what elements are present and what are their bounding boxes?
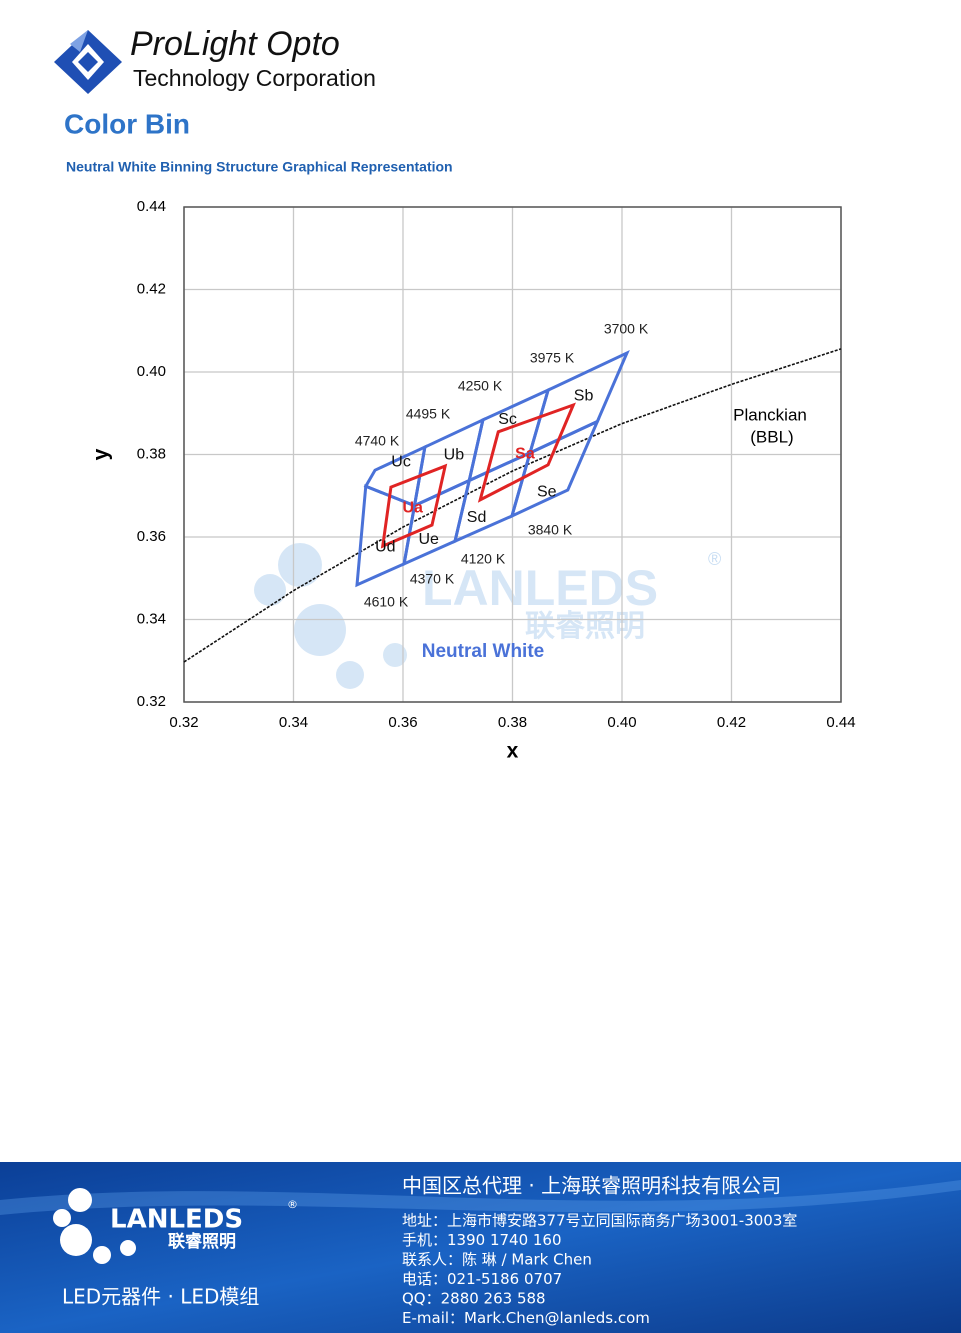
bin-label: Ub — [444, 446, 465, 463]
y-tick-label: 0.44 — [137, 198, 166, 215]
x-tick-label: 0.42 — [717, 714, 746, 731]
company: Technology Corporation — [133, 65, 376, 91]
y-axis-label: y — [90, 448, 113, 460]
watermark-chinese: 联睿照明 — [525, 610, 645, 643]
footer-tagline: LED元器件 · LED模组 — [62, 1285, 259, 1309]
cct-label: 3700 K — [604, 321, 649, 337]
cct-label: 3975 K — [530, 350, 575, 366]
bin-label: Ua — [402, 499, 423, 516]
footer-line: 电话：021-5186 0707 — [402, 1270, 562, 1288]
footer-line: 联系人：陈 琳 / Mark Chen — [402, 1251, 592, 1269]
y-tick-label: 0.40 — [137, 363, 166, 380]
bin — [509, 418, 601, 519]
footer-mark: ® — [287, 1198, 298, 1211]
watermark-mark: ® — [708, 549, 721, 569]
section-title: Color Bin — [64, 108, 190, 139]
bin-label: Uc — [391, 454, 411, 471]
x-tick-label: 0.44 — [826, 714, 855, 731]
footer-line: 手机：1390 1740 160 — [402, 1231, 562, 1249]
region-label: Neutral White — [422, 641, 544, 662]
x-tick-label: 0.36 — [388, 714, 417, 731]
footer-brand: LANLEDS — [110, 1205, 243, 1235]
brand: ProLight Opto — [130, 25, 340, 63]
cct-label: 4250 K — [458, 378, 503, 394]
cct-label: 3840 K — [528, 522, 573, 538]
footer-wave — [0, 1180, 961, 1215]
cct-label: 4120 K — [461, 551, 506, 567]
bin-label: Ue — [418, 531, 439, 548]
footer-heading: 中国区总代理 · 上海联睿照明科技有限公司 — [402, 1174, 781, 1198]
watermark — [254, 543, 407, 689]
footer-line: QQ：2880 263 588 — [402, 1290, 546, 1308]
footer-line: 地址：上海市博安路377号立同国际商务广场3001-3003室 — [402, 1212, 797, 1230]
x-tick-label: 0.32 — [169, 714, 198, 731]
x-tick-label: 0.40 — [607, 714, 636, 731]
footer-line: E-mail：Mark.Chen@lanleds.com — [402, 1309, 650, 1327]
subtitle: Neutral White Binning Structure Graphica… — [66, 159, 453, 175]
bin-label: Ud — [375, 538, 395, 555]
footer-logo — [53, 1188, 136, 1264]
bin — [477, 402, 576, 503]
bin — [380, 463, 448, 549]
bin-label: Se — [537, 483, 557, 500]
x-tick-label: 0.34 — [279, 714, 308, 731]
bin-label: Sd — [467, 509, 487, 526]
cct-label: 4740 K — [355, 433, 400, 449]
watermark-brand: LANLEDS — [422, 560, 658, 616]
footer-chinese: 联睿照明 — [168, 1231, 236, 1252]
logo — [54, 30, 122, 94]
planckian-locus — [183, 348, 842, 663]
locus-label: Planckian — [733, 405, 807, 424]
plot-frame — [183, 206, 842, 703]
cct-label: 4610 K — [364, 594, 409, 610]
cct-label: 4495 K — [406, 406, 451, 422]
y-tick-label: 0.32 — [137, 693, 166, 710]
bin-label: Sc — [498, 411, 517, 428]
y-tick-label: 0.38 — [137, 445, 166, 462]
x-axis-label: x — [507, 740, 519, 763]
locus-label: (BBL) — [750, 427, 793, 446]
bin-label: Sa — [515, 446, 535, 463]
y-tick-label: 0.36 — [137, 528, 166, 545]
cct-label: 4370 K — [410, 571, 455, 587]
y-tick-label: 0.34 — [137, 610, 166, 627]
footer-band — [0, 1162, 961, 1333]
x-tick-label: 0.38 — [498, 714, 527, 731]
y-tick-label: 0.42 — [137, 280, 166, 297]
bin-label: Sb — [574, 388, 594, 405]
chart: 0.32 0.34 0.36 0.38 0.40 0.42 0.44 0.32 0.34 0.36… — [90, 198, 856, 763]
